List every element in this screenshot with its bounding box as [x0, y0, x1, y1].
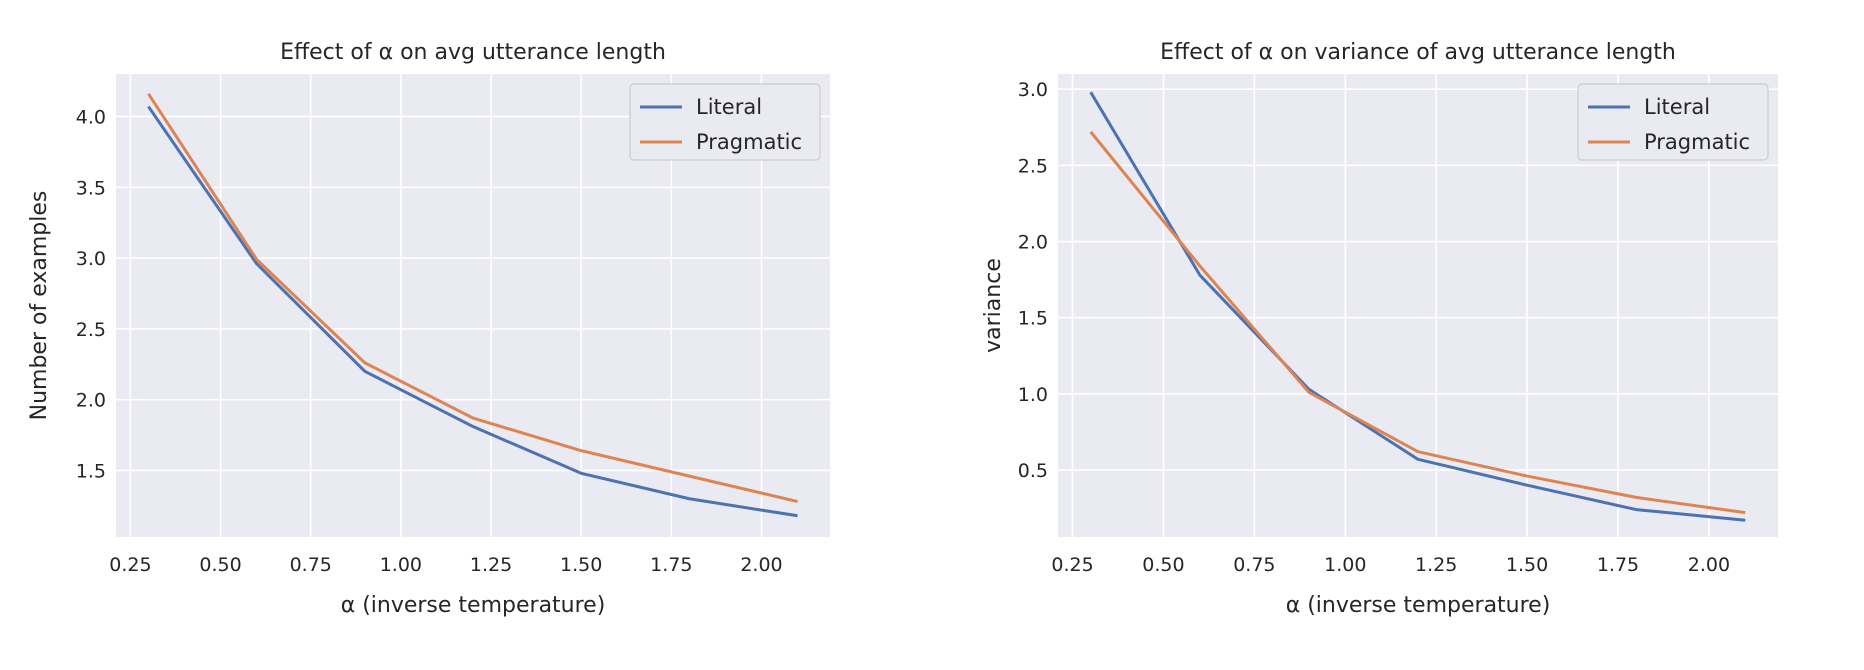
x-tick-label: 2.00: [1688, 554, 1730, 576]
y-tick-label: 2.0: [76, 390, 106, 412]
y-tick-label: 1.5: [1018, 308, 1048, 330]
x-tick-label: 1.25: [470, 554, 512, 576]
x-tick-label: 0.25: [1051, 554, 1093, 576]
x-tick-label: 0.75: [1233, 554, 1275, 576]
y-tick-label: 3.0: [76, 248, 106, 270]
y-axis-label: Number of examples: [27, 191, 52, 421]
y-tick-label: 2.5: [76, 319, 106, 341]
y-axis-label: variance: [981, 258, 1006, 353]
y-tick-label: 1.5: [76, 460, 106, 482]
x-tick-label: 2.00: [740, 554, 782, 576]
legend-label-literal: Literal: [1644, 95, 1710, 119]
chart-panel-left: 0.25 0.50 0.75 1.00 1.25 1.50 1.75 2.00 1.5 2.0 2.…: [0, 0, 932, 666]
x-tick-label: 1.50: [1506, 554, 1548, 576]
x-tick-label: 1.25: [1415, 554, 1457, 576]
x-tick-label: 0.50: [199, 554, 241, 576]
x-tick-label: 0.25: [109, 554, 151, 576]
x-axis-label: α (inverse temperature): [1286, 593, 1551, 618]
y-tick-label: 3.5: [76, 177, 106, 199]
legend-label-literal: Literal: [696, 95, 762, 119]
chart-title: Effect of α on avg utterance length: [280, 40, 666, 65]
chart-left: 0.25 0.50 0.75 1.00 1.25 1.50 1.75 2.00 1.5 2.0 2.…: [0, 0, 932, 666]
y-tick-label: 1.0: [1018, 384, 1048, 406]
legend-label-pragmatic: Pragmatic: [696, 130, 802, 154]
y-tick-label: 2.5: [1018, 155, 1048, 177]
x-axis-label: α (inverse temperature): [341, 593, 606, 618]
x-tick-label: 1.00: [1324, 554, 1366, 576]
y-tick-label: 2.0: [1018, 232, 1048, 254]
x-tick-label: 1.75: [1597, 554, 1639, 576]
x-tick-label: 0.75: [290, 554, 332, 576]
y-tick-label: 4.0: [76, 106, 106, 128]
chart-right: 0.25 0.50 0.75 1.00 1.25 1.50 1.75 2.00 0.5 1.0 1.…: [932, 0, 1864, 666]
x-tick-label: 1.75: [650, 554, 692, 576]
x-tick-label: 0.50: [1142, 554, 1184, 576]
legend-label-pragmatic: Pragmatic: [1644, 130, 1750, 154]
chart-title: Effect of α on variance of avg utterance…: [1160, 40, 1676, 65]
y-tick-label: 3.0: [1018, 79, 1048, 101]
x-tick-label: 1.00: [380, 554, 422, 576]
chart-panel-right: 0.25 0.50 0.75 1.00 1.25 1.50 1.75 2.00 0.5 1.0 1.…: [932, 0, 1864, 666]
x-tick-label: 1.50: [560, 554, 602, 576]
y-tick-label: 0.5: [1018, 460, 1048, 482]
